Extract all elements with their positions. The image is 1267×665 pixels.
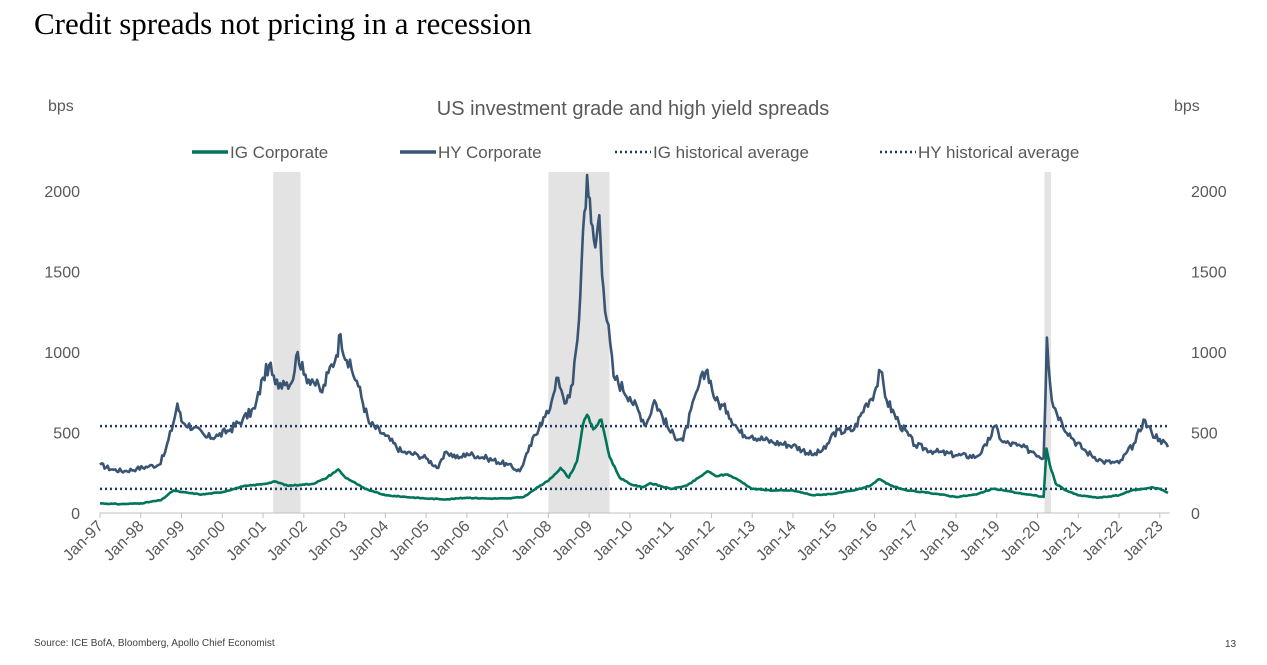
x-tick-label-1999: Jan-99 <box>142 518 189 565</box>
x-tick-label-2018: Jan-18 <box>916 518 963 565</box>
y-tick-left-1000: 1000 <box>44 345 80 362</box>
x-tick-label-2012: Jan-12 <box>672 518 719 565</box>
x-tick-label-2023: Jan-23 <box>1120 518 1167 565</box>
y-tick-left-500: 500 <box>53 426 80 443</box>
y-tick-right-1000: 1000 <box>1191 345 1227 362</box>
series-line-hy-corporate <box>99 173 1170 474</box>
y-tick-right-2000: 2000 <box>1191 184 1227 201</box>
x-tick-label-2015: Jan-15 <box>794 518 841 565</box>
x-tick-label-1997: Jan-97 <box>60 518 107 565</box>
x-tick-label-1998: Jan-98 <box>101 518 148 565</box>
y-tick-left-0: 0 <box>71 506 80 523</box>
x-tick-label-2003: Jan-03 <box>305 518 352 565</box>
x-tick-label-2007: Jan-07 <box>468 518 515 565</box>
x-tick-label-2014: Jan-14 <box>753 518 800 565</box>
x-tick-label-2001: Jan-01 <box>223 518 270 565</box>
x-tick-label-2011: Jan-11 <box>632 518 678 564</box>
x-tick-label-2022: Jan-22 <box>1079 518 1126 565</box>
x-tick-label-2010: Jan-10 <box>590 518 637 565</box>
credit-spreads-chart: US investment grade and high yield sprea… <box>44 98 1227 565</box>
x-tick-label-2005: Jan-05 <box>386 518 433 565</box>
y-tick-right-500: 500 <box>1191 426 1218 443</box>
x-tick-label-2009: Jan-09 <box>549 518 596 565</box>
page-number: 13 <box>1225 639 1237 650</box>
x-tick-label-2006: Jan-06 <box>427 518 474 565</box>
series-line-ig-corporate <box>99 413 1169 506</box>
x-tick-label-2019: Jan-19 <box>957 518 1004 565</box>
x-tick-label-2020: Jan-20 <box>998 518 1045 565</box>
x-tick-label-2002: Jan-02 <box>264 518 311 565</box>
x-tick-label-2017: Jan-17 <box>875 518 922 565</box>
x-tick-label-2000: Jan-00 <box>183 518 230 565</box>
chart-legend: IG Corporate HY Corporate IG historical … <box>192 143 1079 162</box>
legend-label-ig-avg: IG historical average <box>653 143 809 162</box>
x-tick-label-2004: Jan-04 <box>346 518 393 565</box>
x-tick-label-2013: Jan-13 <box>712 518 759 565</box>
right-axis-unit: bps <box>1174 98 1200 115</box>
legend-label-hy: HY Corporate <box>438 143 542 162</box>
y-tick-left-1500: 1500 <box>44 265 80 282</box>
x-tick-label-2021: Jan-21 <box>1039 518 1086 565</box>
y-tick-right-1500: 1500 <box>1191 265 1227 282</box>
slide-title: Credit spreads not pricing in a recessio… <box>34 6 532 41</box>
y-tick-left-2000: 2000 <box>44 184 80 201</box>
legend-label-ig: IG Corporate <box>230 143 328 162</box>
legend-label-hy-avg: HY historical average <box>918 143 1079 162</box>
y-tick-right-0: 0 <box>1191 506 1200 523</box>
left-axis-unit: bps <box>48 98 74 115</box>
x-tick-label-2008: Jan-08 <box>509 518 556 565</box>
chart-title: US investment grade and high yield sprea… <box>437 98 829 120</box>
x-tick-label-2016: Jan-16 <box>835 518 882 565</box>
source-note: Source: ICE BofA, Bloomberg, Apollo Chie… <box>34 638 275 649</box>
recession-band-1 <box>273 172 301 513</box>
